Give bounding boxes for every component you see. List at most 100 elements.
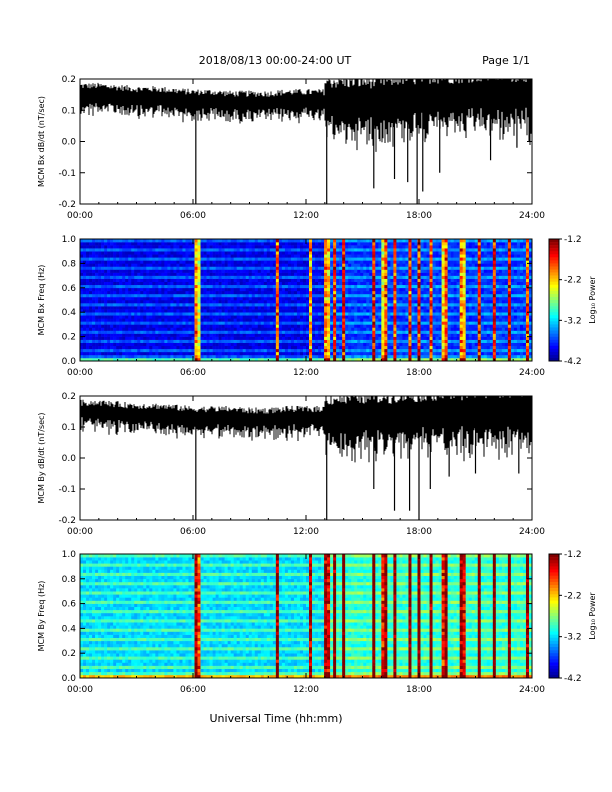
spectrogram-cell (137, 345, 141, 350)
spectrogram-cell (122, 260, 126, 264)
spectrogram-cell (218, 324, 222, 328)
spectrogram-cell (312, 239, 316, 243)
spectrogram-cell (125, 300, 129, 304)
spectrogram-cell (423, 303, 427, 307)
spectrogram-cell (318, 290, 322, 295)
spectrogram-cell (122, 296, 126, 301)
spectrogram-cell (152, 290, 156, 295)
spectrogram-cell (306, 254, 310, 258)
spectrogram-cell (411, 312, 415, 316)
spectrogram-cell (173, 300, 177, 304)
spectrogram-cell (110, 263, 114, 267)
spectrogram-cell (110, 354, 114, 359)
spectrogram-cell (287, 269, 292, 273)
spectrogram-cell (104, 275, 108, 279)
spectrogram-cell (321, 342, 325, 347)
spectrogram-cell (429, 242, 433, 246)
spectrogram-cell (182, 321, 186, 325)
spectrogram-cell (351, 321, 355, 325)
spectrogram-cell (146, 245, 150, 249)
spectrogram-cell (188, 342, 192, 347)
spectrogram-cell (390, 287, 394, 292)
spectrogram-cell (420, 257, 424, 261)
spectrogram-cell (143, 315, 147, 319)
spectrogram-cell (372, 281, 376, 286)
spectrogram-cell (272, 312, 277, 316)
spectrogram-cell (381, 315, 385, 319)
spectrogram-cell (312, 306, 316, 310)
spectrogram-cell (309, 260, 313, 264)
spectrogram-cell (245, 306, 250, 310)
spectrogram-cell (345, 251, 349, 255)
spectrogram-cell (227, 239, 231, 243)
spectrogram-cell (354, 263, 358, 267)
spectrogram-cell (230, 327, 234, 331)
spectrogram-cell (390, 269, 394, 273)
spectrogram-cell (221, 309, 225, 313)
spectrogram-cell (107, 272, 111, 276)
spectrogram-cell (176, 351, 180, 356)
spectrogram-cell (221, 296, 225, 301)
spectrogram-cell (185, 281, 189, 286)
spectrogram-cell (218, 339, 222, 343)
spectrogram-cell (89, 330, 93, 334)
spectrogram-cell (257, 345, 262, 350)
spectrogram-cell (293, 306, 298, 310)
spectrogram-cell (170, 269, 174, 273)
spectrogram-cell (233, 327, 237, 331)
spectrogram-cell (224, 266, 228, 270)
spectrogram-cell (405, 254, 409, 258)
spectrogram-cell (131, 254, 135, 258)
spectrogram-cell (263, 354, 268, 359)
spectrogram-cell (143, 242, 147, 246)
spectrogram-cell (269, 333, 274, 337)
spectrogram-cell (125, 345, 129, 350)
spectrogram-cell (324, 278, 328, 282)
spectrogram-cell (275, 266, 280, 270)
spectrogram-cell (293, 248, 298, 252)
spectrogram-cell (161, 290, 165, 295)
spectrogram-cell (149, 275, 153, 279)
spectrogram-cell (260, 254, 265, 258)
spectrogram-cell (236, 278, 240, 282)
spectrogram-cell (447, 300, 451, 304)
spectrogram-cell (188, 266, 192, 270)
spectrogram-cell (315, 312, 319, 316)
spectrogram-cell (224, 269, 228, 273)
spectrogram-cell (354, 342, 358, 347)
spectrogram-cell (330, 354, 334, 359)
spectrogram-cell (315, 309, 319, 313)
spectrogram-cell (113, 333, 117, 337)
spectrogram-cell (197, 351, 201, 356)
spectrogram-cell (125, 281, 129, 286)
spectrogram-cell (384, 296, 388, 301)
spectrogram-cell (402, 254, 406, 258)
spectrogram-cell (167, 290, 171, 295)
spectrogram-cell (143, 287, 147, 292)
spectrogram-cell (281, 345, 286, 350)
spectrogram-cell (149, 324, 153, 328)
spectrogram-cell (381, 330, 385, 334)
spectrogram-cell (405, 303, 409, 307)
spectrogram-cell (318, 287, 322, 292)
spectrogram-cell (278, 318, 283, 322)
spectrogram-cell (200, 318, 204, 322)
spectrogram-cell (227, 275, 231, 279)
spectrogram-cell (432, 330, 436, 334)
spectrogram-cell (426, 327, 430, 331)
spectrogram-cell (378, 245, 382, 249)
spectrogram-cell (390, 251, 394, 255)
spectrogram-cell (393, 309, 397, 313)
spectrogram-cell (441, 248, 445, 252)
spectrogram-cell (381, 248, 385, 252)
spectrogram-cell (369, 290, 373, 295)
spectrogram-cell (164, 351, 168, 356)
spectrogram-cell (287, 242, 292, 246)
spectrogram-cell (191, 272, 195, 276)
spectrogram-cell (101, 248, 105, 252)
spectrogram-cell (215, 342, 219, 347)
spectrogram-cell (161, 315, 165, 319)
spectrogram-cell (128, 287, 132, 292)
spectrogram-cell (420, 318, 424, 322)
spectrogram-cell (333, 269, 337, 273)
